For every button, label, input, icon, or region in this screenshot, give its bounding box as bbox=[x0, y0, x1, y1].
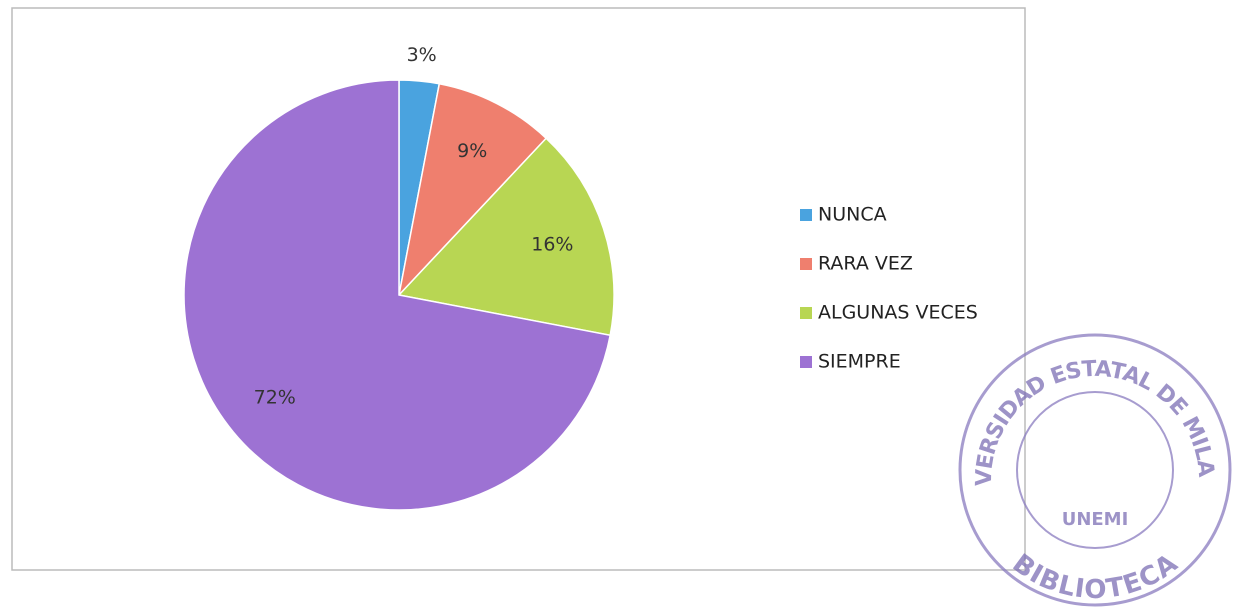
stamp-center: UNEMI bbox=[1062, 509, 1129, 530]
stamp-inner-ring bbox=[1016, 391, 1174, 549]
pie-slice bbox=[397, 82, 548, 298]
legend-swatch bbox=[800, 209, 812, 221]
legend-label: NUNCA bbox=[818, 204, 887, 226]
legend: NUNCA RARA VEZ ALGUNAS VECES SIEMPRE bbox=[800, 204, 978, 373]
data-label: 3% bbox=[407, 44, 437, 66]
legend-swatch bbox=[800, 258, 812, 270]
pie-slice bbox=[183, 79, 612, 511]
data-label: 72% bbox=[254, 386, 296, 408]
legend-label: RARA VEZ bbox=[818, 253, 913, 275]
stamp-ring bbox=[958, 333, 1232, 607]
legend-swatch bbox=[800, 356, 812, 368]
legend-label: SIEMPRE bbox=[818, 351, 901, 373]
data-label: 16% bbox=[531, 234, 573, 256]
data-label: 9% bbox=[457, 140, 487, 162]
pie-slice bbox=[397, 137, 615, 337]
legend-label: ALGUNAS VECES bbox=[818, 302, 978, 324]
stamp-bottom: BIBLIOTECA bbox=[1007, 548, 1183, 604]
legend-swatch bbox=[800, 307, 812, 319]
pie: 3% 9% 16% 72% bbox=[183, 44, 615, 511]
